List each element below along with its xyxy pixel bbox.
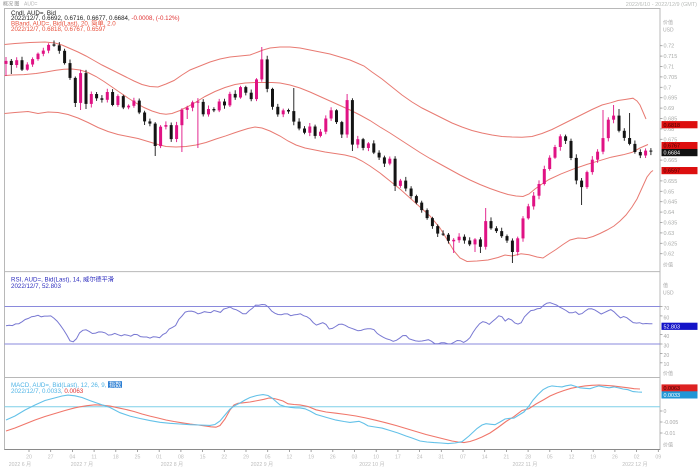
svg-text:12: 12 bbox=[569, 455, 575, 461]
svg-text:2022/12/7, 0.6692, 0.6716, 0.6: 2022/12/7, 0.6692, 0.6716, 0.6677, 0.668… bbox=[11, 15, 180, 22]
svg-text:2022/12/7, 0.0033, 0.0063: 2022/12/7, 0.0033, 0.0063 bbox=[11, 388, 84, 395]
svg-text:25: 25 bbox=[135, 455, 141, 461]
svg-text:2022 10 月: 2022 10 月 bbox=[359, 461, 384, 468]
svg-text:0.71: 0.71 bbox=[664, 65, 675, 71]
svg-text:0.625: 0.625 bbox=[664, 241, 678, 247]
svg-text:0.715: 0.715 bbox=[664, 54, 678, 60]
svg-text:52.803: 52.803 bbox=[664, 325, 681, 331]
svg-text:0.6818: 0.6818 bbox=[664, 123, 681, 129]
svg-text:22: 22 bbox=[221, 455, 227, 461]
svg-text:0.69: 0.69 bbox=[664, 106, 675, 112]
svg-text:05: 05 bbox=[265, 455, 271, 461]
svg-text:价值: 价值 bbox=[663, 262, 673, 269]
svg-text:15: 15 bbox=[200, 455, 206, 461]
svg-text:0.655: 0.655 bbox=[664, 179, 678, 185]
svg-text:0.68: 0.68 bbox=[664, 127, 675, 133]
svg-text:24: 24 bbox=[417, 455, 423, 461]
svg-text:2022/6/10 - 2022/12/9 (GMT): 2022/6/10 - 2022/12/9 (GMT) bbox=[626, 2, 697, 8]
svg-text:12: 12 bbox=[287, 455, 293, 461]
svg-text:08: 08 bbox=[178, 455, 184, 461]
svg-text:0.64: 0.64 bbox=[664, 210, 675, 216]
svg-text:0.665: 0.665 bbox=[664, 158, 678, 164]
svg-text:指数: 指数 bbox=[109, 381, 122, 389]
svg-text:14: 14 bbox=[482, 455, 488, 461]
svg-text:BBand, AUD=, Bid(Last), 20, 简: BBand, AUD=, Bid(Last), 20, 简单, 2.0 bbox=[11, 20, 116, 28]
svg-text:Cndl, AUD=, Bid: Cndl, AUD=, Bid bbox=[11, 10, 56, 17]
svg-text:价值: 价值 bbox=[663, 370, 673, 377]
svg-text:0.63: 0.63 bbox=[664, 231, 675, 237]
svg-text:2022/12/7, 52.803: 2022/12/7, 52.803 bbox=[11, 283, 61, 290]
svg-text:2022 9 月: 2022 9 月 bbox=[251, 461, 274, 468]
svg-text:07: 07 bbox=[460, 455, 466, 461]
svg-text:0.65: 0.65 bbox=[664, 189, 675, 195]
svg-text:0.62: 0.62 bbox=[664, 252, 675, 258]
svg-text:-0.01: -0.01 bbox=[664, 431, 676, 437]
svg-text:60: 60 bbox=[664, 315, 670, 321]
svg-text:USD: USD bbox=[663, 291, 674, 297]
svg-text:MACD, AUD=, Bid(Last), 12, 26: MACD, AUD=, Bid(Last), 12, 26, 9, bbox=[11, 382, 107, 389]
svg-text:11: 11 bbox=[91, 455, 96, 461]
svg-text:01: 01 bbox=[156, 455, 162, 461]
svg-text:31: 31 bbox=[438, 455, 444, 461]
svg-text:2022 7 月: 2022 7 月 bbox=[71, 461, 94, 468]
svg-text:40: 40 bbox=[664, 334, 670, 340]
svg-text:03: 03 bbox=[352, 455, 358, 461]
svg-text:20: 20 bbox=[26, 455, 32, 461]
svg-text:0.0033: 0.0033 bbox=[664, 393, 681, 399]
svg-text:0.7: 0.7 bbox=[664, 85, 672, 91]
svg-text:0.675: 0.675 bbox=[664, 137, 678, 143]
svg-text:29: 29 bbox=[243, 455, 249, 461]
svg-text:0.685: 0.685 bbox=[664, 117, 678, 123]
svg-text:0.6597: 0.6597 bbox=[664, 169, 681, 175]
svg-text:21: 21 bbox=[504, 455, 510, 461]
svg-text:0.72: 0.72 bbox=[664, 44, 675, 50]
svg-text:04: 04 bbox=[70, 455, 76, 461]
svg-text:2022 8 月: 2022 8 月 bbox=[161, 461, 184, 468]
svg-text:09: 09 bbox=[655, 455, 661, 461]
svg-text:19: 19 bbox=[590, 455, 596, 461]
svg-text:0.695: 0.695 bbox=[664, 96, 678, 102]
svg-text:0.645: 0.645 bbox=[664, 200, 678, 206]
svg-text:价值: 价值 bbox=[663, 442, 673, 449]
svg-text:10: 10 bbox=[664, 362, 670, 368]
svg-text:-0.005: -0.005 bbox=[664, 420, 679, 426]
svg-text:0.705: 0.705 bbox=[664, 75, 678, 81]
svg-text:30: 30 bbox=[664, 343, 670, 349]
svg-text:概况 图: 概况 图 bbox=[3, 1, 19, 8]
svg-text:AUD=: AUD= bbox=[24, 2, 38, 8]
svg-text:02: 02 bbox=[634, 455, 640, 461]
svg-text:26: 26 bbox=[330, 455, 336, 461]
svg-text:26: 26 bbox=[612, 455, 618, 461]
svg-text:27: 27 bbox=[48, 455, 54, 461]
svg-text:19: 19 bbox=[308, 455, 314, 461]
svg-text:RSI, AUD=, Bid(Last), 14, 威尔德: RSI, AUD=, Bid(Last), 14, 威尔德平滑 bbox=[11, 276, 114, 284]
svg-text:2022 6 月: 2022 6 月 bbox=[9, 461, 32, 468]
svg-text:28: 28 bbox=[525, 455, 531, 461]
svg-text:70: 70 bbox=[664, 306, 670, 312]
svg-text:10: 10 bbox=[373, 455, 379, 461]
svg-text:2022 11 月: 2022 11 月 bbox=[513, 461, 538, 468]
svg-text:05: 05 bbox=[547, 455, 553, 461]
svg-text:18: 18 bbox=[113, 455, 119, 461]
svg-text:0.6684: 0.6684 bbox=[664, 151, 681, 157]
svg-text:价值: 价值 bbox=[663, 19, 673, 26]
svg-text:20: 20 bbox=[664, 353, 670, 359]
svg-text:0.635: 0.635 bbox=[664, 221, 678, 227]
svg-text:0: 0 bbox=[664, 409, 667, 415]
svg-text:USD: USD bbox=[663, 28, 674, 34]
svg-text:17: 17 bbox=[395, 455, 401, 461]
svg-text:2022/12/7, 0.6818, 0.6767, 0.6: 2022/12/7, 0.6818, 0.6767, 0.6597 bbox=[11, 26, 106, 33]
svg-text:0.6767: 0.6767 bbox=[664, 144, 681, 150]
svg-text:0.0063: 0.0063 bbox=[664, 386, 681, 392]
svg-text:值: 值 bbox=[663, 282, 668, 289]
svg-text:2022 12 月: 2022 12 月 bbox=[622, 461, 647, 468]
